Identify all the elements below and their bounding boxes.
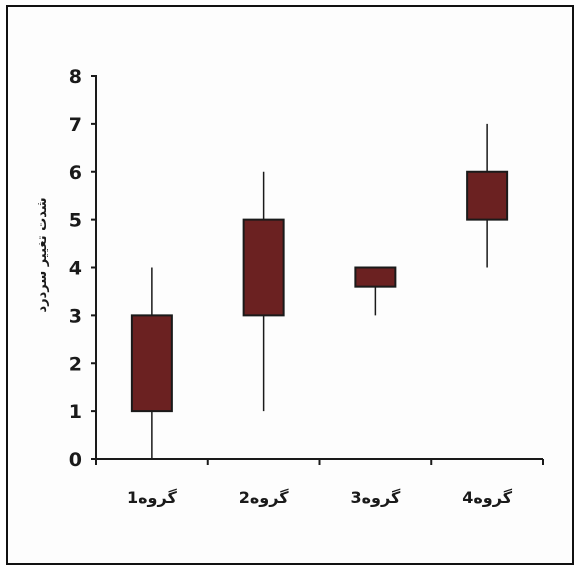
x-category-label: گروه1	[127, 488, 177, 507]
y-tick-label: 5	[69, 210, 82, 232]
y-tick-label: 3	[69, 305, 82, 327]
x-category-label: گروه2	[239, 488, 289, 507]
box	[466, 170, 509, 221]
labels: 0 1 2 3 4 5 6 7 8 گروه1 گروه2 گروه3 گروه4	[69, 66, 513, 507]
x-category-label: گروه4	[462, 488, 512, 507]
x-category-label: گروه3	[350, 488, 400, 507]
axes	[91, 75, 544, 465]
whiskers	[151, 123, 488, 459]
y-tick-label: 6	[69, 162, 82, 184]
y-axis-title: شدت تغییر سردرد	[35, 197, 50, 312]
y-tick-label: 4	[69, 258, 82, 280]
y-tick-label: 2	[69, 353, 82, 375]
y-tick-label: 7	[69, 114, 82, 136]
box	[354, 266, 397, 288]
y-tick-label: 0	[69, 449, 82, 471]
y-tick-label: 1	[69, 401, 82, 423]
chart-frame	[6, 5, 574, 565]
box	[242, 218, 285, 317]
boxes	[130, 170, 509, 413]
y-tick-label: 8	[69, 66, 82, 88]
box	[130, 314, 173, 413]
